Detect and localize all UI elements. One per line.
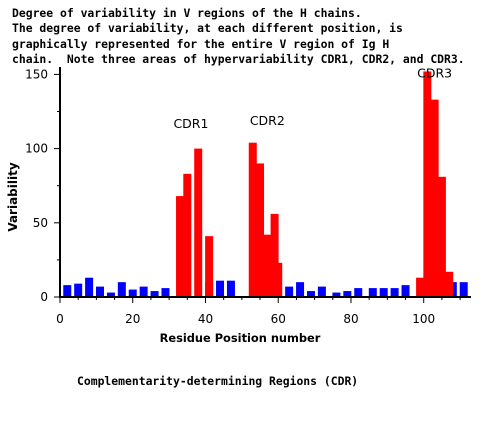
cdr-bar	[205, 236, 214, 297]
framework-bar	[106, 292, 115, 297]
x-tick-label: 60	[271, 312, 286, 326]
framework-bar	[368, 288, 377, 297]
y-tick-label: 100	[25, 142, 48, 156]
framework-bar	[139, 286, 148, 297]
cdr-bar	[445, 271, 454, 297]
y-tick-label: 50	[33, 216, 48, 230]
cdr-bar	[274, 262, 283, 297]
framework-bar	[128, 289, 137, 297]
cdr-bar	[270, 213, 279, 297]
x-tick-label: 100	[412, 312, 435, 326]
footnote: Complementarity-determining Regions (CDR…	[77, 374, 359, 388]
framework-bar	[401, 285, 410, 297]
framework-bar	[85, 277, 94, 297]
framework-bar	[285, 286, 294, 297]
y-tick-label: 150	[25, 67, 48, 81]
cdr-bar	[176, 196, 185, 297]
framework-bar	[354, 288, 363, 297]
framework-bar	[306, 291, 315, 297]
cdr-bar	[263, 234, 272, 297]
framework-bar	[74, 283, 83, 297]
framework-bar	[459, 282, 468, 297]
framework-bar	[117, 282, 126, 297]
framework-bar	[63, 285, 72, 297]
x-tick-label: 20	[125, 312, 140, 326]
cdr-bar	[416, 277, 425, 297]
framework-bar	[150, 291, 159, 297]
ticks-group: 0 20 40 60 80 100 0 50 100 150	[25, 67, 461, 326]
y-axis-label: Variability	[6, 162, 20, 232]
cdr-bar	[437, 176, 446, 297]
framework-bar	[343, 291, 352, 297]
caption-line-1: Degree of variability in V regions of th…	[12, 6, 362, 20]
caption-line-2: The degree of variability, at each diffe…	[12, 21, 403, 36]
framework-bar	[296, 282, 305, 297]
framework-bar	[390, 288, 399, 297]
y-tick-label: 0	[40, 290, 48, 304]
caption-line-4: chain. Note three areas of hypervariabil…	[12, 52, 465, 67]
cdr-annotation: CDR3	[417, 65, 452, 80]
annotations-group: CDR1 CDR2 CDR3	[173, 65, 452, 130]
x-tick-label: 80	[343, 312, 358, 326]
bars-group	[63, 71, 468, 298]
x-axis-label: Residue Position number	[160, 331, 321, 345]
framework-bar	[332, 292, 341, 297]
framework-bar	[96, 286, 105, 297]
caption-line-3: graphically represented for the entire V…	[12, 36, 390, 51]
x-tick-label: 0	[56, 312, 64, 326]
cdr-annotation: CDR1	[173, 116, 208, 131]
framework-bar	[161, 288, 170, 297]
framework-bar	[226, 280, 235, 297]
cdr-bar	[256, 163, 265, 297]
cdr-bar	[423, 71, 432, 297]
cdr-bar	[430, 99, 439, 298]
figure-caption: Degree of variability in V regions of th…	[12, 6, 502, 68]
framework-bar	[216, 280, 225, 297]
cdr-bar	[248, 142, 257, 297]
framework-bar	[317, 286, 326, 297]
framework-bar	[379, 288, 388, 297]
cdr-annotation: CDR2	[250, 113, 285, 128]
cdr-bar	[183, 173, 192, 297]
x-tick-label: 40	[198, 312, 213, 326]
cdr-bar	[194, 148, 203, 297]
